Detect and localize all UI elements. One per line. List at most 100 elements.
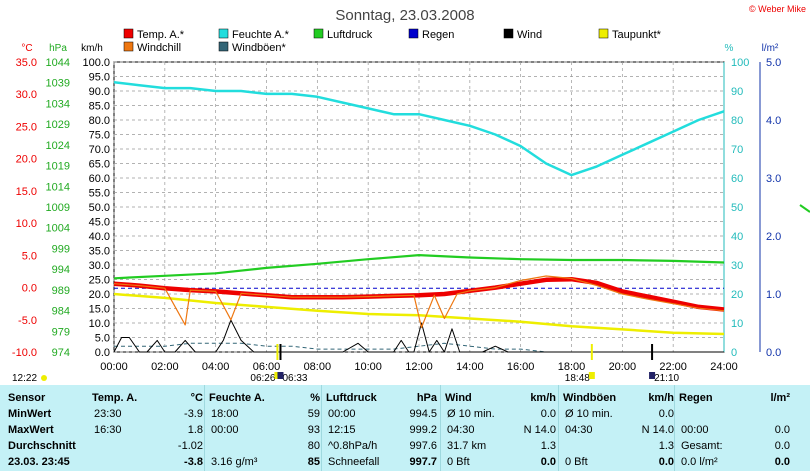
wind-tick-label: 10.0 [89,318,110,330]
pressure-tick-label: 999 [52,243,70,255]
table-cell-value: 0.0 [774,456,790,468]
table-cell-value: 93 [307,424,320,436]
table-cell-label: 04:30 [565,424,593,436]
wind-tick-label: 65.0 [89,159,110,171]
table-cell-value: 0.0 [774,424,790,436]
x-tick-label: 08:00 [304,361,332,373]
sun-icon [588,372,595,379]
table-cell-value: 0.0 [658,408,674,420]
x-tick-label: 10:00 [354,361,382,373]
table-column-separator [558,385,559,471]
humidity-tick-label: 90 [731,86,743,98]
series-line-windchill [113,275,725,329]
table-row-label: Sensor [8,392,46,404]
wind-tick-label: 70.0 [89,144,110,156]
table-cell-label: 0 Bft [447,456,470,468]
wind-tick-label: 5.0 [95,333,110,345]
legend-label-0: Temp. A.* [137,29,185,41]
x-tick-label: 04:00 [202,361,230,373]
table-column-head: Wind [445,392,472,404]
legend-square-icon-3 [408,28,419,39]
table-cell-value: 1.3 [658,440,674,452]
table-cell-value: 997.6 [409,440,437,452]
sun-time-label: 21:10 [654,373,679,384]
series-line-luftdruck [113,254,725,280]
table-row-label: 23.03. 23:45 [8,456,70,468]
legend-label-2: Luftdruck [327,29,373,41]
wind-tick-label: 55.0 [89,188,110,200]
table-cell-label: Gesamt: [681,440,723,452]
x-tick-label: 22:00 [659,361,687,373]
pressure-tick-label: 1039 [46,78,70,90]
x-tick-label: 02:00 [151,361,179,373]
rain-tick-label: 2.0 [766,231,781,243]
table-cell-value: 1.8 [187,424,203,436]
table-cell-value: 1.3 [540,440,556,452]
table-column-unit: km/h [530,392,556,404]
legend-square-icon-6 [123,41,134,52]
edge-mark [799,204,810,213]
legend-square-icon-7 [218,41,229,52]
table-cell-value: 0.0 [658,456,674,468]
table-column-separator [674,385,675,471]
chart-title: Sonntag, 23.03.2008 [335,7,474,24]
weather-chart: Sonntag, 23.03.2008 © Weber Mike Temp. A.*… [12,4,810,384]
pressure-tick-label: 1004 [46,223,70,235]
table-cell-value: 0.0 [774,440,790,452]
unit-temp: °C [21,43,32,54]
x-tick-label: 20:00 [609,361,637,373]
pressure-tick-label: 994 [52,264,70,276]
table-cell-label: 3.16 g/m³ [211,456,258,468]
legend-square-icon-4 [503,28,514,39]
temp-tick-label: 20.0 [16,154,37,166]
table-cell-value: 0.0 [540,456,556,468]
rain-tick-label: 3.0 [766,173,781,185]
x-tick-label: 14:00 [456,361,484,373]
legend-label-4: Wind [517,29,542,41]
wind-tick-label: 50.0 [89,202,110,214]
temp-tick-label: 30.0 [16,89,37,101]
pressure-tick-label: 1044 [46,57,70,69]
wind-tick-label: 100.0 [82,57,110,69]
pressure-tick-label: 974 [52,347,70,359]
table-column-unit: hPa [416,392,437,404]
table-column-head: Windböen [563,392,617,404]
sun-icon [274,372,281,379]
table-cell-label: 31.7 km [447,440,487,452]
temp-tick-label: 25.0 [16,121,37,133]
table-cell-value: 994.5 [409,408,437,420]
moon-time-label: 12:22 [12,373,37,384]
table-cell-value: -3.8 [184,456,203,468]
summary-table [0,385,810,471]
wind-tick-label: 80.0 [89,115,110,127]
sun-time-label: 18:48 [565,373,590,384]
temp-tick-label: -10.0 [12,347,37,359]
table-cell-label: 23:30 [94,408,122,420]
x-tick-label: 16:00 [507,361,535,373]
table-cell-label: 18:00 [211,408,239,420]
humidity-tick-label: 30 [731,260,743,272]
table-cell-value: 999.2 [409,424,437,436]
moon-icon [41,375,47,381]
table-cell-value: 0.0 [540,408,556,420]
table-cell-label: 00:00 [681,424,709,436]
x-tick-label: 12:00 [405,361,433,373]
temp-tick-label: -5.0 [18,315,37,327]
humidity-tick-label: 100 [731,57,749,69]
wind-tick-label: 85.0 [89,101,110,113]
table-row-label: Durchschnitt [8,440,76,452]
x-tick-label: 06:00 [253,361,281,373]
table-cell-value: 85 [307,456,320,468]
table-cell-label: 12:15 [328,424,356,436]
wind-tick-label: 25.0 [89,275,110,287]
table-column-head: Regen [679,392,713,404]
rain-tick-label: 4.0 [766,115,781,127]
sun-time-label: 06:26 [250,373,275,384]
table-column-separator [321,385,322,471]
unit-wind: km/h [81,43,103,54]
pressure-tick-label: 1029 [46,119,70,131]
humidity-tick-label: 70 [731,144,743,156]
pressure-tick-label: 1034 [46,98,70,110]
table-row-label: MaxWert [8,424,54,436]
table-column-unit: °C [190,392,203,404]
